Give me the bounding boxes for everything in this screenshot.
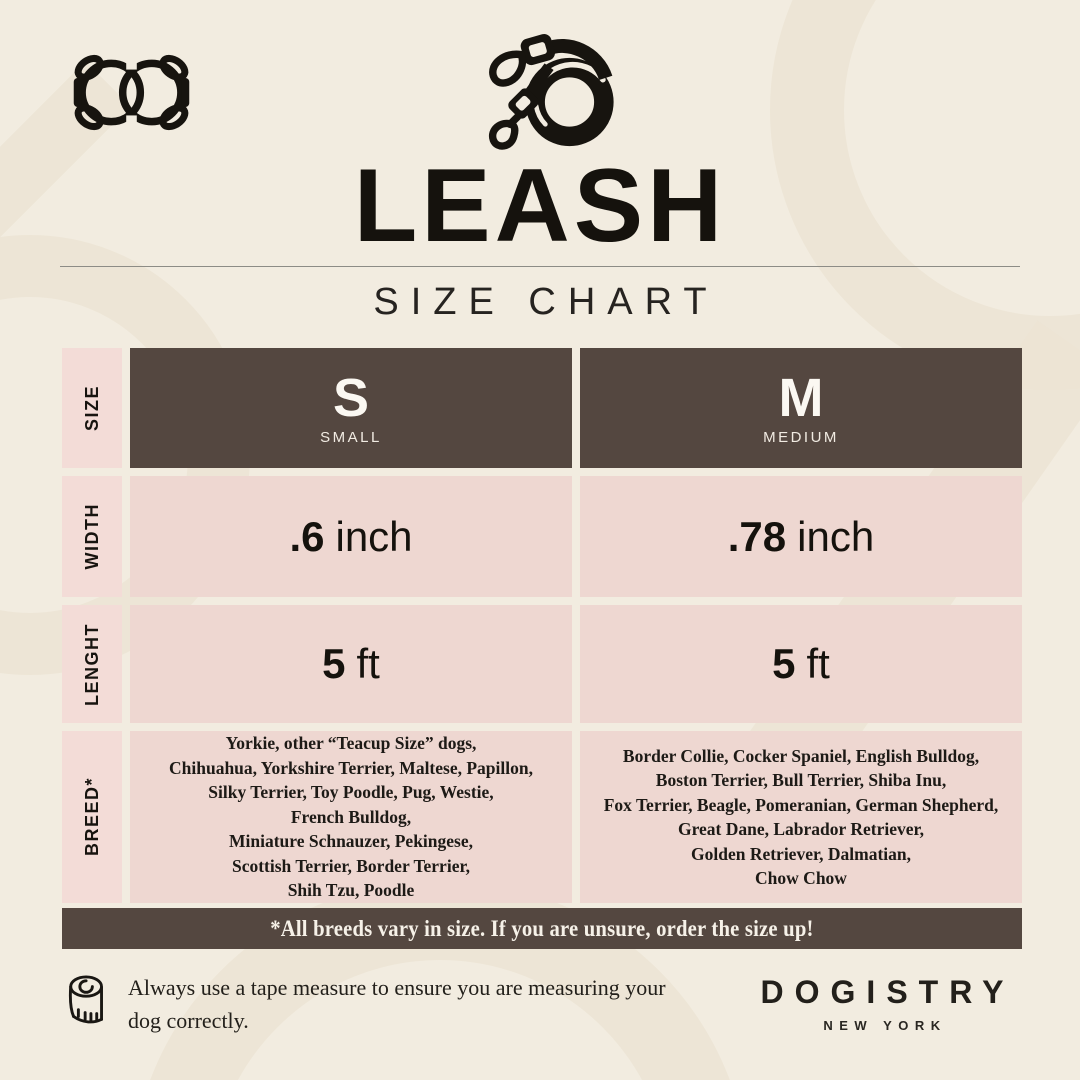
length-unit-small: ft bbox=[356, 640, 380, 687]
length-cell-medium: 5 ft bbox=[580, 605, 1022, 723]
row-label-width-text: WIDTH bbox=[81, 503, 102, 570]
width-value-medium: .78 inch bbox=[728, 513, 874, 561]
row-label-breed-text: BREED* bbox=[81, 777, 102, 857]
table-row-width: WIDTH .6 inch .78 inch bbox=[62, 476, 1022, 597]
page-subtitle: SIZE CHART bbox=[373, 281, 719, 323]
row-label-breed: BREED* bbox=[62, 731, 122, 903]
width-number-small: .6 bbox=[289, 512, 325, 560]
breed-list-medium: Border Collie, Cocker Spaniel, English B… bbox=[603, 745, 999, 889]
size-name-medium: MEDIUM bbox=[763, 428, 839, 446]
breed-cell-medium: Border Collie, Cocker Spaniel, English B… bbox=[580, 731, 1022, 903]
width-unit-medium: inch bbox=[797, 512, 875, 560]
divider-line bbox=[60, 266, 1020, 267]
disclaimer-text: *All breeds vary in size. If you are uns… bbox=[270, 915, 814, 941]
row-label-width: WIDTH bbox=[62, 476, 122, 597]
length-number-medium: 5 bbox=[772, 640, 796, 687]
row-label-length-text: LENGHT bbox=[81, 622, 102, 706]
row-label-size: SIZE bbox=[62, 348, 122, 468]
size-name-small: SMALL bbox=[320, 428, 382, 446]
leash-icon bbox=[488, 34, 614, 150]
size-chart-table: SIZE S SMALL M MEDIUM WIDTH .6 bbox=[62, 348, 1022, 903]
brand-name: DOGISTRY bbox=[760, 974, 1015, 1010]
row-label-length: LENGHT bbox=[62, 605, 122, 723]
table-row-size: SIZE S SMALL M MEDIUM bbox=[62, 348, 1022, 468]
length-cell-small: 5 ft bbox=[130, 605, 572, 723]
size-letter-m: M bbox=[778, 367, 824, 428]
width-cell-small: .6 inch bbox=[130, 476, 572, 597]
width-number-medium: .78 bbox=[727, 512, 787, 560]
length-value-medium: 5 ft bbox=[772, 640, 830, 688]
brand-logo: DOGISTRY NEW YORK bbox=[742, 974, 1022, 1033]
length-number-small: 5 bbox=[322, 640, 346, 687]
size-header-medium: M MEDIUM bbox=[580, 348, 1022, 468]
size-letter-s: S bbox=[332, 367, 370, 428]
disclaimer-bar: *All breeds vary in size. If you are uns… bbox=[62, 908, 1022, 949]
dogistry-monogram-icon bbox=[73, 54, 190, 131]
measuring-tip-text: Always use a tape measure to ensure you … bbox=[128, 975, 666, 1033]
breed-list-small: Yorkie, other “Teacup Size” dogs, Chihua… bbox=[169, 733, 533, 901]
width-value-small: .6 inch bbox=[289, 513, 412, 561]
table-row-length: LENGHT 5 ft 5 ft bbox=[62, 605, 1022, 723]
table-row-breed: BREED* Yorkie, other “Teacup Size” dogs,… bbox=[62, 731, 1022, 903]
page-title: LEASH bbox=[353, 148, 727, 264]
row-label-size-text: SIZE bbox=[81, 384, 102, 431]
length-value-small: 5 ft bbox=[322, 640, 380, 688]
brand-subtitle: NEW YORK bbox=[823, 1018, 947, 1033]
width-unit-small: inch bbox=[335, 512, 413, 560]
width-cell-medium: .78 inch bbox=[580, 476, 1022, 597]
length-unit-medium: ft bbox=[806, 640, 830, 687]
breed-cell-small: Yorkie, other “Teacup Size” dogs, Chihua… bbox=[130, 731, 572, 903]
size-header-small: S SMALL bbox=[130, 348, 572, 468]
tape-measure-icon bbox=[68, 975, 103, 1024]
